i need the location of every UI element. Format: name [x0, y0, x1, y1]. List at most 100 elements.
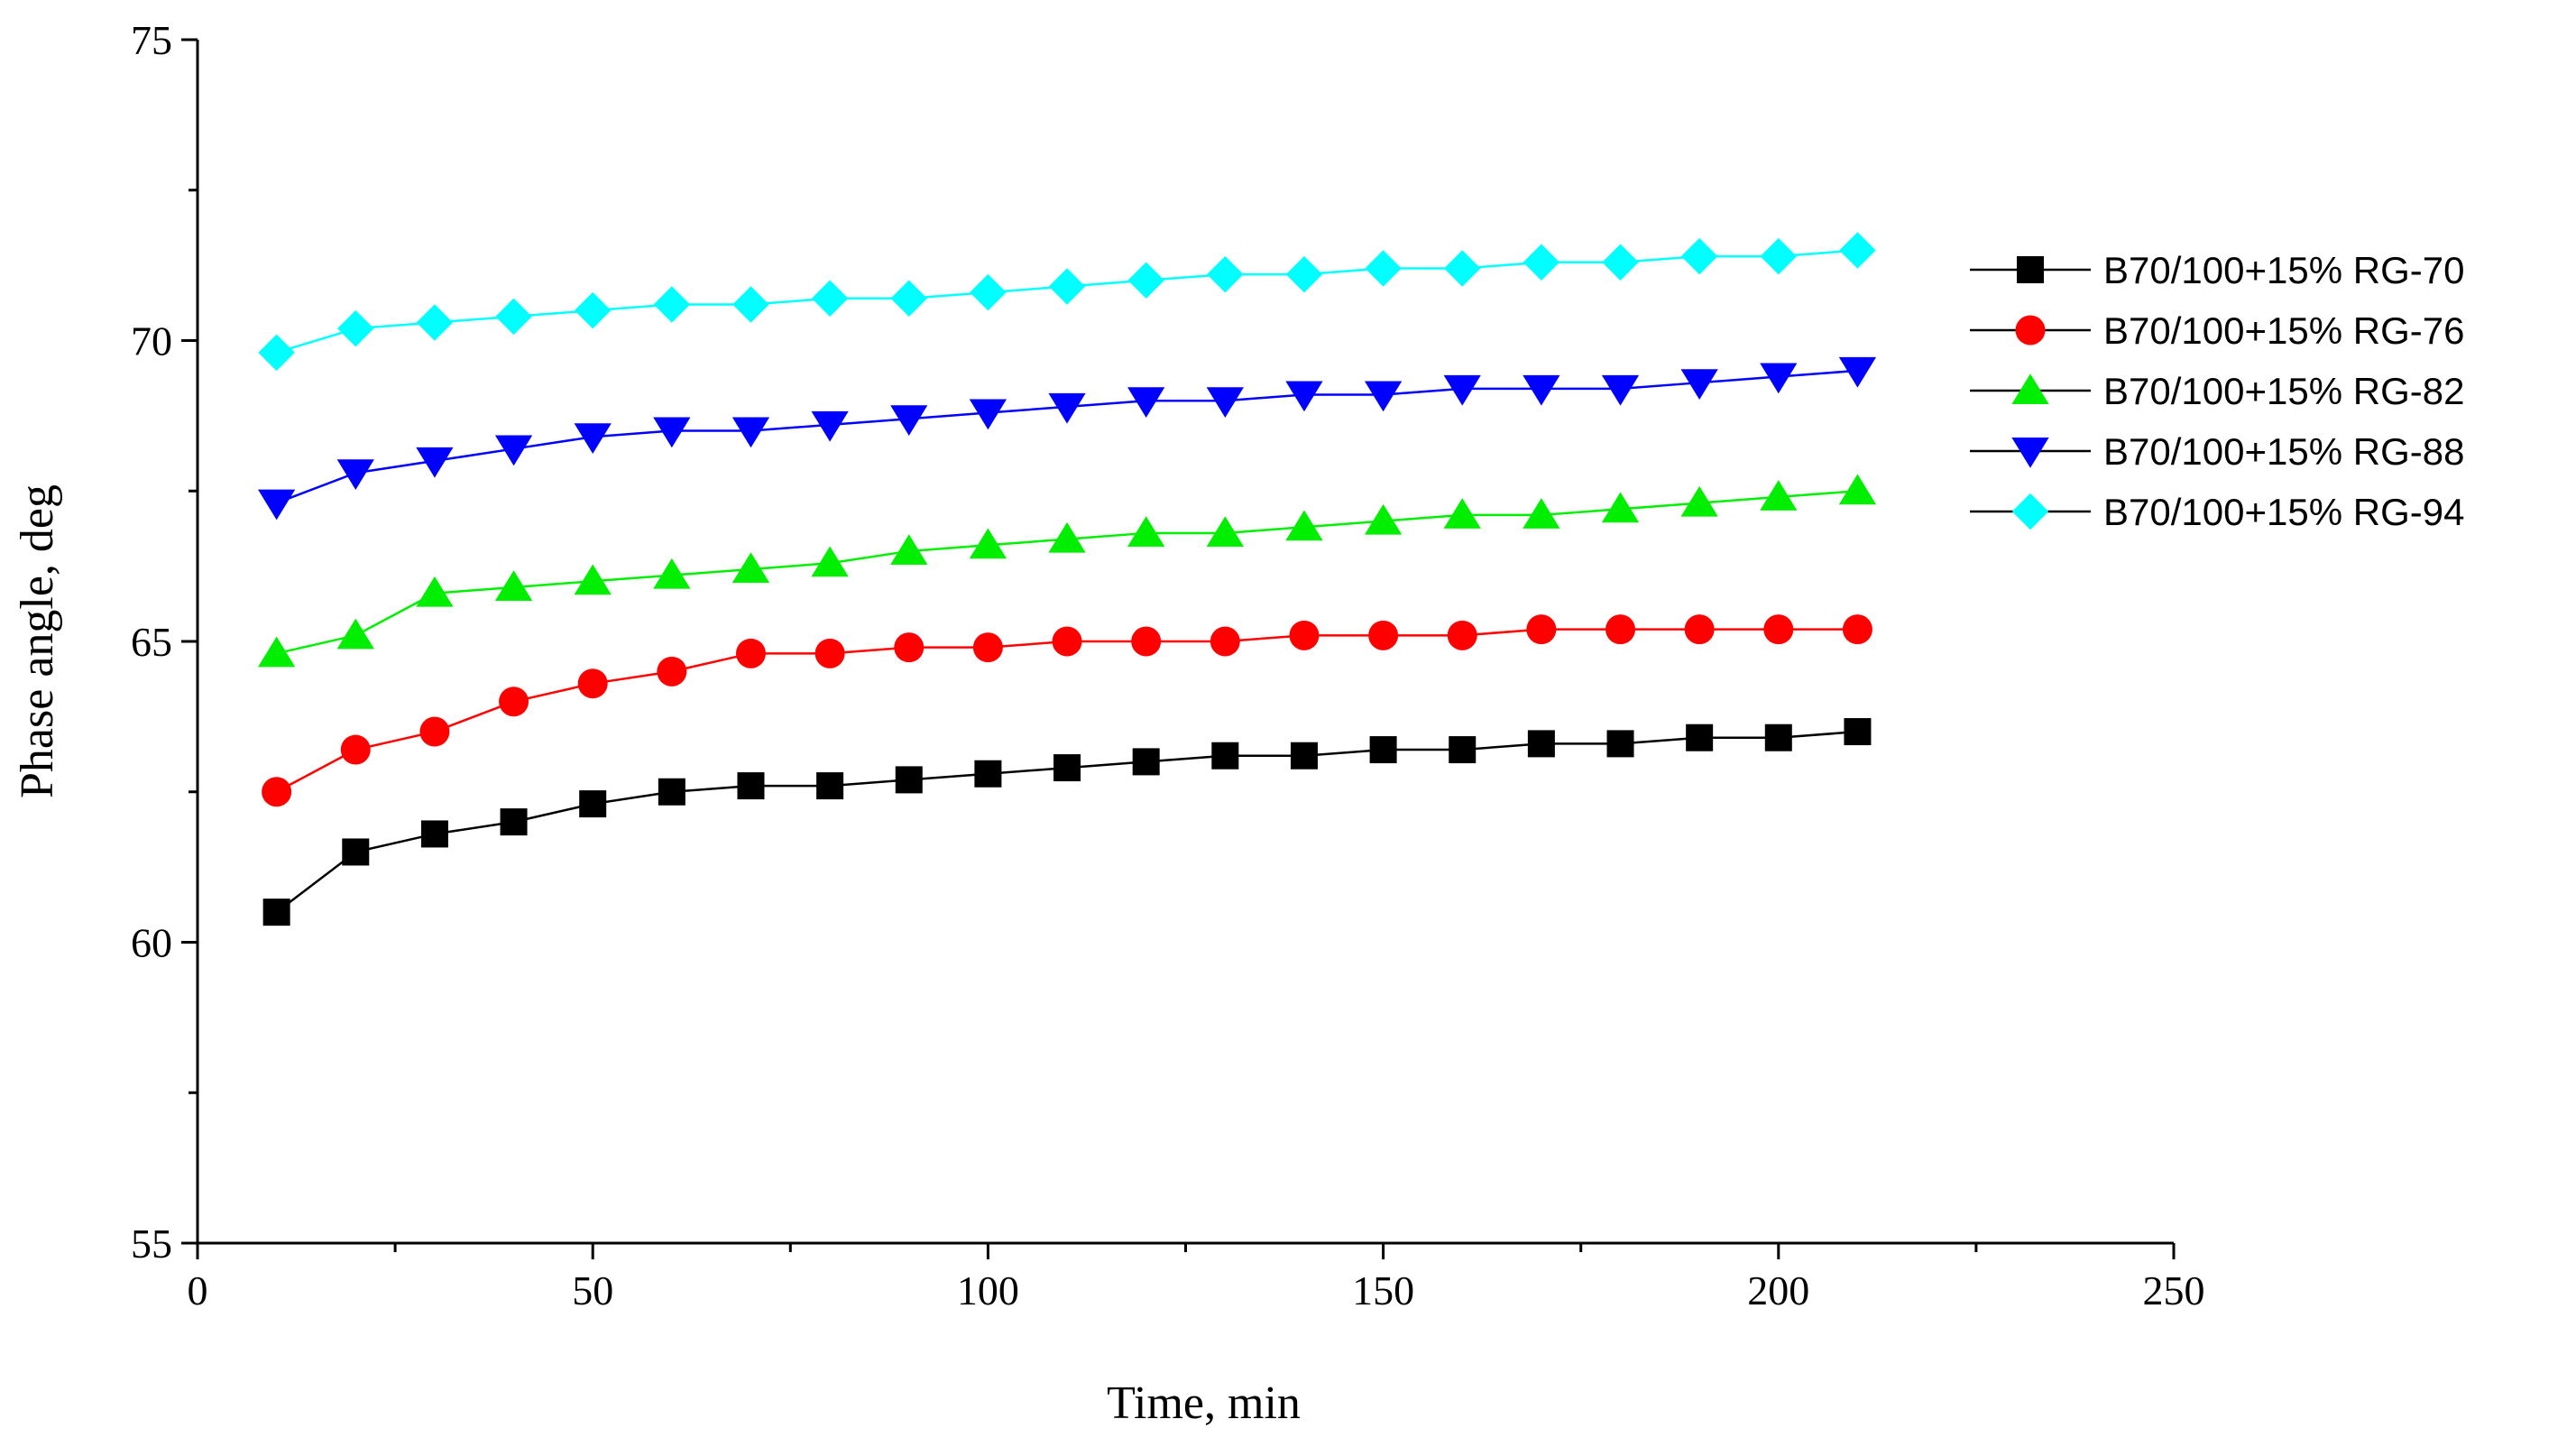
data-point [1127, 262, 1164, 300]
data-point [499, 687, 529, 717]
data-point [1601, 492, 1640, 523]
data-point [970, 273, 1007, 311]
data-point [262, 899, 290, 926]
data-point [1127, 516, 1165, 547]
data-point [258, 334, 295, 372]
data-point [1764, 724, 1792, 751]
data-point [1449, 736, 1477, 764]
data-point [1131, 626, 1162, 657]
data-point [969, 399, 1007, 430]
legend-label: B70/100+15% RG-82 [2103, 370, 2464, 412]
data-point [336, 618, 374, 650]
legend-entry: B70/100+15% RG-82 [1970, 370, 2464, 412]
data-point [494, 435, 533, 466]
data-point [574, 423, 612, 454]
data-point [732, 286, 769, 323]
legend-entry: B70/100+15% RG-76 [1970, 309, 2464, 352]
data-point [1048, 521, 1086, 553]
data-point [579, 790, 607, 818]
data-point [1686, 724, 1714, 751]
y-tick-label: 70 [131, 318, 172, 364]
data-point [1760, 363, 1798, 394]
data-point [1364, 381, 1403, 412]
data-point [972, 632, 1003, 663]
data-point [735, 638, 766, 668]
data-point [1605, 614, 1636, 645]
data-point [577, 668, 608, 699]
x-axis-title: Time, min [1107, 1378, 1301, 1429]
series-2 [262, 614, 1872, 807]
series-4 [258, 356, 1877, 521]
data-point [890, 534, 928, 565]
data-point [1289, 620, 1320, 650]
data-point [1048, 392, 1086, 424]
data-point [658, 778, 685, 806]
legend-label: B70/100+15% RG-76 [2103, 309, 2464, 352]
legend: B70/100+15% RG-70 B70/100+15% RG-76 B70/10… [1970, 249, 2464, 533]
data-point [1290, 742, 1318, 770]
data-point [1127, 387, 1165, 418]
data-point [1443, 498, 1481, 529]
data-point [262, 777, 292, 807]
data-point [1842, 614, 1872, 645]
data-point [1132, 748, 1160, 776]
data-point [420, 820, 448, 848]
data-point [416, 576, 454, 607]
legend-entry: B70/100+15% RG-88 [1970, 430, 2464, 473]
data-point [1368, 620, 1399, 650]
data-point [336, 459, 374, 490]
data-point [1447, 620, 1477, 650]
data-point [1680, 237, 1718, 275]
plot-area [258, 232, 1877, 926]
x-tick-label: 200 [1747, 1267, 1809, 1313]
series-5 [258, 232, 1876, 372]
data-point [574, 291, 612, 329]
y-axis-title: Phase angle, deg [12, 484, 63, 798]
data-point [653, 286, 691, 323]
data-point [653, 558, 691, 589]
legend-marker [2011, 438, 2049, 468]
series-3 [258, 474, 1877, 668]
data-point [258, 489, 296, 521]
data-point [1680, 485, 1718, 517]
series-1 [262, 718, 1872, 926]
data-point [340, 734, 371, 765]
data-point [814, 638, 845, 668]
legend-label: B70/100+15% RG-88 [2103, 430, 2464, 473]
data-point [495, 298, 532, 336]
data-point [416, 447, 454, 478]
data-point [974, 760, 1002, 788]
legend-marker [2011, 373, 2049, 404]
data-point [1602, 244, 1639, 281]
data-point [1760, 480, 1798, 511]
legend-entry: B70/100+15% RG-94 [1970, 491, 2464, 533]
data-point [731, 552, 770, 583]
legend-marker [2015, 315, 2046, 346]
data-point [731, 417, 770, 448]
axes: 0 50 100 150 200 250 55 60 65 70 75 [131, 17, 2205, 1313]
data-point [1285, 255, 1323, 293]
data-point [1053, 754, 1081, 782]
x-tick-label: 250 [2143, 1267, 2205, 1313]
data-point [1684, 614, 1715, 645]
data-point [1206, 516, 1244, 547]
legend-entry: B70/100+15% RG-70 [1970, 249, 2464, 291]
data-point [1048, 268, 1086, 305]
data-point [1526, 614, 1557, 645]
legend-marker [2011, 493, 2049, 530]
data-point [811, 280, 849, 318]
data-point [1211, 742, 1239, 770]
data-point [1052, 626, 1082, 657]
data-point [1364, 503, 1403, 535]
data-point [1844, 718, 1872, 746]
data-point [1285, 510, 1323, 541]
x-tick-label: 50 [572, 1267, 613, 1313]
data-point [1210, 626, 1240, 657]
data-point [894, 632, 925, 663]
data-point [1523, 498, 1560, 529]
x-tick-label: 0 [188, 1267, 208, 1313]
data-point [1523, 374, 1560, 406]
data-point [1443, 374, 1481, 406]
data-point [811, 546, 849, 577]
